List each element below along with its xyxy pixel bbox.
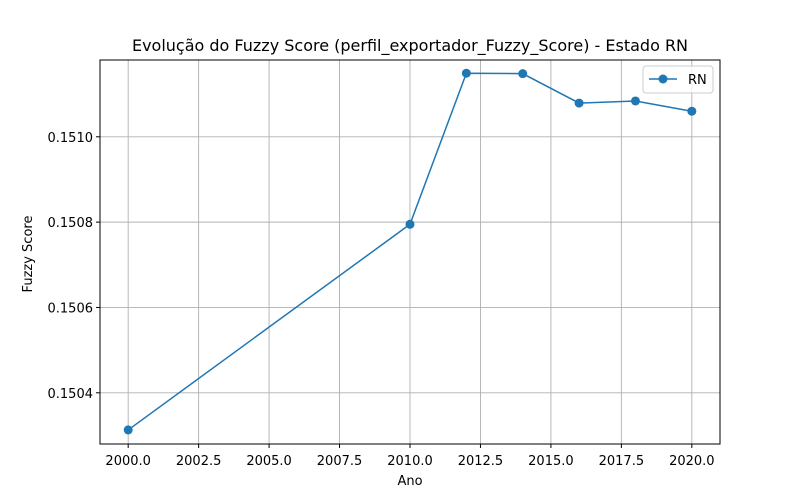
x-tick-label: 2007.5 xyxy=(317,454,363,469)
x-tick-label: 2002.5 xyxy=(176,454,222,469)
data-point xyxy=(518,69,528,79)
data-point xyxy=(123,425,133,435)
x-axis: 2000.0 2002.5 2005.0 2007.5 2010.0 2012.5 2015… xyxy=(105,444,715,469)
x-tick-label: 2005.0 xyxy=(246,454,292,469)
y-tick-label: 0.1508 xyxy=(48,216,94,231)
legend: RN xyxy=(642,65,714,94)
x-tick-label: 2012.5 xyxy=(458,454,504,469)
data-point xyxy=(461,68,471,78)
data-point xyxy=(405,219,415,229)
y-tick-label: 0.1506 xyxy=(48,301,94,316)
data-point xyxy=(630,96,640,106)
legend-box xyxy=(642,65,714,94)
x-tick-label: 2020.0 xyxy=(669,454,715,469)
data-point xyxy=(574,98,584,108)
y-axis: 0.1504 0.1506 0.1508 0.1510 xyxy=(48,131,100,402)
legend-entry-label: RN xyxy=(688,73,707,88)
x-axis-label: Ano xyxy=(397,474,422,489)
grid xyxy=(100,60,720,444)
x-tick-label: 2015.0 xyxy=(528,454,574,469)
chart-title: Evolução do Fuzzy Score (perfil_exportad… xyxy=(132,36,688,56)
y-tick-label: 0.1504 xyxy=(48,387,94,402)
x-tick-label: 2010.0 xyxy=(387,454,433,469)
legend-marker-sample xyxy=(658,74,668,84)
data-point xyxy=(687,106,697,116)
x-tick-label: 2000.0 xyxy=(105,454,151,469)
series-layer xyxy=(123,68,697,435)
y-tick-label: 0.1510 xyxy=(48,131,94,146)
y-axis-label: Fuzzy Score xyxy=(21,216,36,293)
x-tick-label: 2017.5 xyxy=(599,454,645,469)
